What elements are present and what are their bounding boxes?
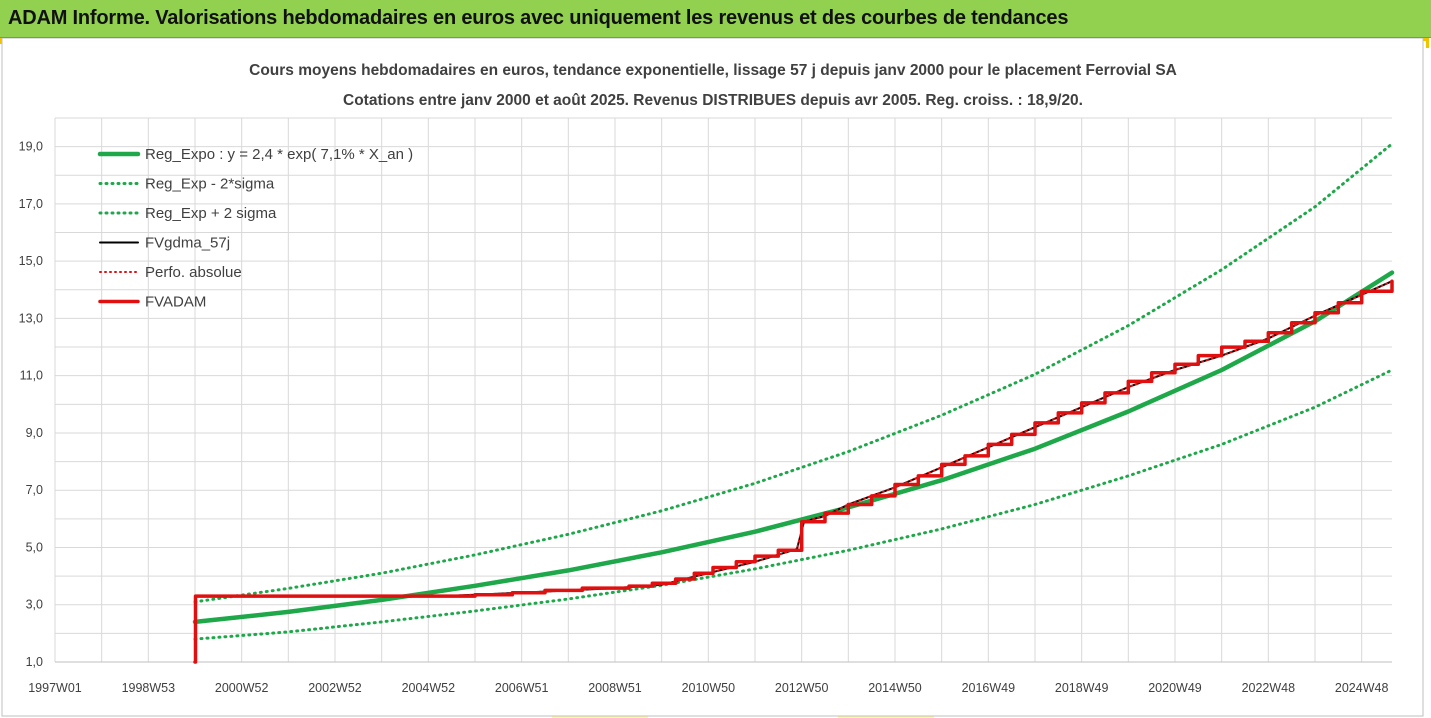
x-tick-label: 2024W48 [1335,681,1389,695]
x-tick-label: 2006W51 [495,681,549,695]
x-tick-label: 2018W49 [1055,681,1109,695]
x-tick-label: 2020W49 [1148,681,1202,695]
x-tick-label: 1998W53 [122,681,176,695]
y-tick-label: 7,0 [26,483,43,497]
x-tick-label: 2016W49 [962,681,1016,695]
x-tick-label: 2004W52 [402,681,456,695]
y-tick-label: 1,0 [26,655,43,669]
x-tick-label: 2014W50 [868,681,922,695]
y-tick-label: 9,0 [26,426,43,440]
x-tick-label: 2010W50 [682,681,736,695]
legend-label: Reg_Exp - 2*sigma [145,176,275,193]
x-tick-label: 2012W50 [775,681,829,695]
series-lines [192,142,1395,664]
series-line-5 [193,279,1394,664]
y-tick-label: 19,0 [19,140,43,154]
x-tick-label: 2008W51 [588,681,642,695]
legend-label: Reg_Exp + 2 sigma [145,205,277,222]
y-tick-label: 17,0 [19,197,43,211]
chart-subtitle: Cotations entre janv 2000 et août 2025. … [343,92,1083,109]
legend-label: FVgdma_57j [145,235,230,252]
x-tick-label: 2002W52 [308,681,362,695]
legend: Reg_Expo : y = 2,4 * exp( 7,1% * X_an ) R… [97,146,413,311]
x-tick-label: 2000W52 [215,681,269,695]
chart: Cours moyens hebdomadaires en euros, ten… [1,38,1424,717]
corner-marker [1426,38,1429,48]
x-tick-label: 1997W01 [28,681,82,695]
y-tick-label: 11,0 [20,369,43,383]
chart-title: Cours moyens hebdomadaires en euros, ten… [249,62,1177,79]
y-tick-label: 3,0 [26,598,43,612]
report-header: ADAM Informe. Valorisations hebdomadaire… [0,0,1431,38]
y-tick-label: 13,0 [19,311,43,325]
legend-label: Perfo. absolue [145,264,242,281]
axes: 1,0 3,0 5,0 7,0 9,0 11,0 13,0 15,0 17,0 19,0 1997W… [19,140,1392,695]
grid [54,117,1392,663]
chart-frame [1,38,1424,717]
legend-label: Reg_Expo : y = 2,4 * exp( 7,1% * X_an ) [145,146,413,163]
legend-label: FVADAM [145,294,206,311]
y-tick-label: 15,0 [19,254,43,268]
x-tick-label: 2022W48 [1242,681,1296,695]
series-line-1 [193,368,1394,641]
report-title: ADAM Informe. Valorisations hebdomadaire… [8,7,1069,29]
series-line-2 [193,142,1394,604]
y-tick-label: 5,0 [26,540,43,554]
